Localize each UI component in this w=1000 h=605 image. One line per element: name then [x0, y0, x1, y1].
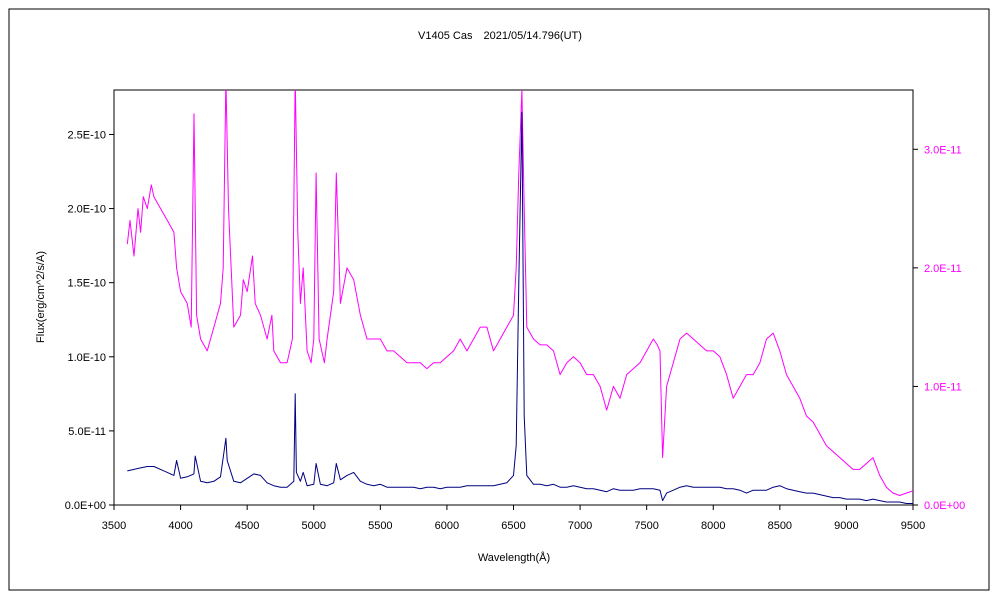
y-left-tick-label: 0.0E+00: [65, 500, 106, 512]
chart-frame: [8, 8, 990, 591]
x-tick-label: 4500: [235, 520, 259, 532]
y-left-tick-label: 2.0E-10: [67, 204, 106, 216]
x-tick-label: 8500: [768, 520, 792, 532]
x-tick-label: 8000: [701, 520, 725, 532]
x-tick-label: 9500: [901, 520, 925, 532]
x-tick-label: 6000: [435, 520, 459, 532]
x-axis-label: Wavelength(Å): [478, 551, 550, 564]
y-right-tick-label: 0.0E+00: [924, 500, 965, 512]
x-tick-label: 7500: [634, 520, 658, 532]
right-y-axis: 0.0E+00 1.0E-11 2.0E-11 3.0E-11: [913, 144, 965, 512]
x-tick-label: 5500: [368, 520, 392, 532]
y-axis-label: Flux(erg/cm^2/s/A): [35, 251, 47, 343]
y-right-tick-label: 2.0E-11: [924, 263, 962, 275]
y-left-tick-label: 5.0E-11: [68, 426, 106, 438]
x-tick-label: 5000: [302, 520, 326, 532]
x-axis: 3500 4000 4500 5000 5500 6000 6500 7000 7500 8000…: [102, 505, 925, 532]
x-tick-label: 9000: [834, 520, 858, 532]
y-left-tick-label: 2.5E-10: [67, 129, 106, 141]
series-layer: [126, 90, 913, 504]
series-line-right-axis: [126, 90, 913, 496]
x-tick-label: 7000: [568, 520, 592, 532]
y-left-tick-label: 1.0E-10: [67, 352, 106, 364]
left-y-axis: 0.0E+00 5.0E-11 1.0E-10 1.5E-10 2.0E-10 2.5E-…: [65, 129, 114, 512]
y-left-tick-label: 1.5E-10: [67, 278, 106, 290]
x-tick-label: 3500: [102, 520, 126, 532]
x-tick-label: 4000: [168, 520, 192, 532]
y-right-tick-label: 3.0E-11: [924, 144, 962, 156]
y-right-tick-label: 1.0E-11: [924, 381, 962, 393]
chart-title: V1405 Cas 2021/05/14.796(UT): [418, 30, 582, 42]
x-tick-label: 6500: [501, 520, 525, 532]
series-line-left-axis: [127, 111, 913, 504]
